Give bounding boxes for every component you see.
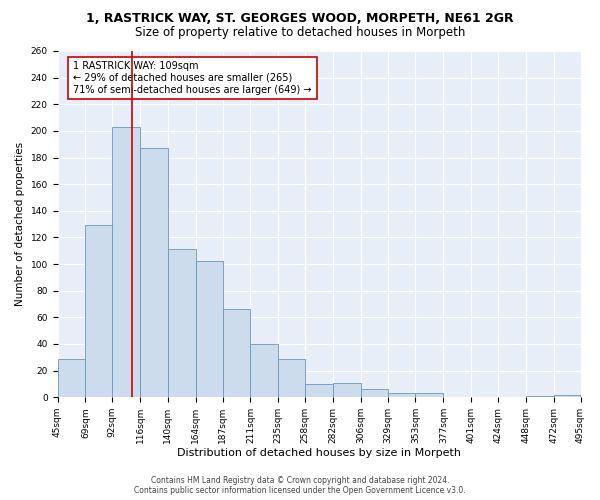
Text: 1, RASTRICK WAY, ST. GEORGES WOOD, MORPETH, NE61 2GR: 1, RASTRICK WAY, ST. GEORGES WOOD, MORPE… bbox=[86, 12, 514, 26]
Bar bbox=[333, 382, 361, 397]
Y-axis label: Number of detached properties: Number of detached properties bbox=[15, 142, 25, 306]
Bar bbox=[58, 358, 85, 397]
Bar bbox=[85, 226, 112, 397]
Bar bbox=[250, 344, 278, 397]
Text: 1 RASTRICK WAY: 109sqm
← 29% of detached houses are smaller (265)
71% of semi-de: 1 RASTRICK WAY: 109sqm ← 29% of detached… bbox=[73, 62, 312, 94]
Bar bbox=[388, 393, 415, 397]
Bar bbox=[305, 384, 333, 397]
Bar bbox=[554, 394, 580, 397]
Text: Size of property relative to detached houses in Morpeth: Size of property relative to detached ho… bbox=[135, 26, 465, 39]
Bar bbox=[112, 127, 140, 397]
Bar bbox=[140, 148, 168, 397]
Bar bbox=[278, 358, 305, 397]
Bar bbox=[361, 389, 388, 397]
Bar bbox=[223, 310, 250, 397]
Bar bbox=[415, 393, 443, 397]
Text: Contains HM Land Registry data © Crown copyright and database right 2024.
Contai: Contains HM Land Registry data © Crown c… bbox=[134, 476, 466, 495]
X-axis label: Distribution of detached houses by size in Morpeth: Distribution of detached houses by size … bbox=[177, 448, 461, 458]
Bar bbox=[196, 262, 223, 397]
Bar bbox=[168, 250, 196, 397]
Bar bbox=[526, 396, 554, 397]
